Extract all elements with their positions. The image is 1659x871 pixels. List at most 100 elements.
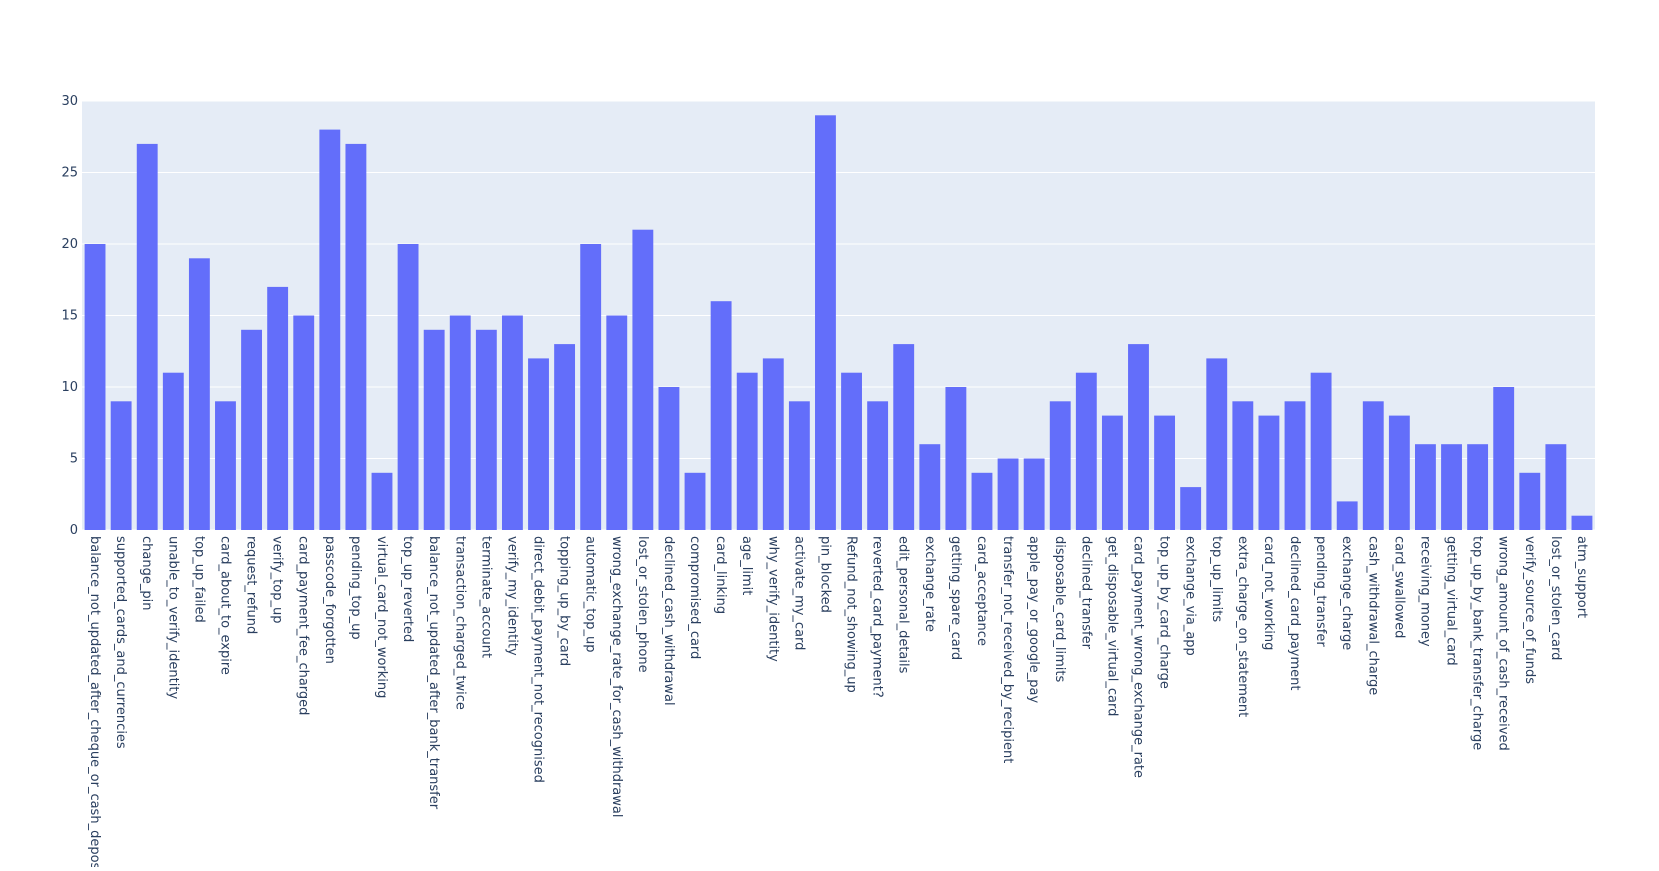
bar: [762, 358, 784, 530]
x-tick-label: lost_or_stolen_phone: [635, 536, 650, 673]
bar: [893, 344, 915, 530]
x-tick-label: balance_not_updated_after_cheque_or_cash…: [87, 536, 102, 867]
x-tick-label: direct_debit_payment_not_recognised: [531, 536, 546, 783]
bar: [1467, 444, 1489, 530]
bar: [788, 401, 810, 530]
x-tick-label: age_limit: [739, 536, 754, 595]
bar: [710, 301, 732, 530]
bar: [188, 258, 210, 530]
bar: [1154, 415, 1176, 530]
x-tick-label: apple_pay_or_google_pay: [1026, 536, 1041, 704]
bar: [919, 444, 941, 530]
bar: [136, 143, 158, 530]
y-tick-label: 5: [70, 452, 78, 467]
bar: [1101, 415, 1123, 530]
y-tick-label: 15: [61, 309, 78, 324]
x-tick-label: top_up_failed: [191, 536, 206, 623]
bar: [1441, 444, 1462, 530]
bar: [632, 229, 654, 530]
bar: [1362, 401, 1384, 530]
x-tick-label: supported_cards_and_currencies: [113, 536, 128, 749]
x-tick-label: getting_virtual_card: [1444, 536, 1459, 666]
x-tick-label: getting_spare_card: [948, 536, 963, 660]
bar: [1571, 515, 1593, 530]
bar: [319, 129, 341, 530]
y-tick-label: 30: [61, 94, 78, 109]
y-tick-label: 20: [61, 237, 78, 252]
bar: [1493, 387, 1515, 530]
x-tick-label: compromised_card: [687, 536, 702, 659]
bar: [1206, 358, 1228, 530]
x-tick-label: automatic_top_up: [583, 536, 598, 653]
x-tick-label: verify_my_identity: [504, 536, 519, 656]
x-tick-label: declined_card_payment: [1287, 536, 1302, 691]
bar: [1545, 444, 1567, 530]
x-tick-label: card_linking: [713, 536, 728, 614]
bar: [997, 458, 1019, 530]
bar: [267, 286, 289, 530]
x-tick-label: wrong_amount_of_cash_received: [1496, 536, 1511, 751]
x-tick-label: transfer_not_received_by_recipient: [1000, 536, 1015, 763]
x-tick-label: lost_or_stolen_card: [1548, 536, 1563, 660]
bar: [501, 315, 523, 530]
x-tick-label: card_payment_wrong_exchange_rate: [1130, 536, 1145, 778]
bar: [580, 244, 602, 530]
x-tick-label: card_acceptance: [974, 536, 989, 646]
x-tick-label: exchange_rate: [922, 536, 937, 632]
bar: [84, 244, 106, 530]
bar: [1258, 415, 1280, 530]
bar: [1180, 487, 1202, 530]
bar: [658, 387, 680, 530]
x-tick-label: change_pin: [139, 536, 154, 610]
x-tick-label: top_up_reverted: [400, 536, 415, 642]
x-tick-label: exchange_via_app: [1183, 536, 1198, 656]
x-tick-label: verify_top_up: [270, 536, 285, 623]
x-tick-label: transaction_charged_twice: [452, 536, 467, 710]
bar: [815, 115, 836, 531]
bar: [397, 244, 419, 530]
x-tick-label: unable_to_verify_identity: [165, 536, 180, 699]
bar: [110, 401, 132, 530]
bar: [554, 344, 576, 530]
bar: [736, 372, 758, 530]
x-tick-label: declined_transfer: [1078, 536, 1093, 650]
y-tick-label: 0: [70, 523, 78, 538]
bar: [1128, 344, 1149, 530]
x-tick-label: virtual_card_not_working: [374, 536, 389, 698]
bar: [528, 358, 549, 530]
x-tick-label: passcode_forgotten: [322, 536, 337, 664]
x-tick-label: card_about_to_expire: [217, 536, 232, 675]
y-tick-label: 10: [61, 380, 78, 395]
x-tick-label: verify_source_of_funds: [1522, 536, 1537, 684]
bar: [475, 329, 497, 530]
bar: [371, 472, 393, 530]
x-tick-label: activate_my_card: [791, 536, 806, 650]
x-tick-label: Refund_not_showing_up: [844, 536, 859, 693]
bar: [841, 372, 862, 530]
x-tick-label: wrong_exchange_rate_for_cash_withdrawal: [609, 536, 624, 817]
x-tick-label: disposable_card_limits: [1052, 536, 1067, 683]
bar: [215, 401, 236, 530]
bar: [1232, 401, 1254, 530]
x-tick-label: card_not_working: [1261, 536, 1276, 650]
x-tick-label: pending_transfer: [1313, 536, 1328, 647]
x-tick-label: request_refund: [244, 536, 259, 634]
bar: [684, 472, 706, 530]
bar: [945, 387, 967, 530]
bar: [293, 315, 315, 530]
x-tick-label: receiving_money: [1417, 536, 1432, 647]
x-tick-label: card_swallowed: [1391, 536, 1406, 638]
x-tick-label: exchange_charge: [1339, 536, 1354, 650]
bar: [345, 143, 367, 530]
x-tick-label: pin_blocked: [817, 536, 832, 613]
bar: [1336, 501, 1358, 530]
bar: [423, 329, 445, 530]
x-tick-label: cash_withdrawal_charge: [1365, 536, 1380, 695]
x-tick-label: reverted_card_payment?: [870, 536, 885, 698]
x-tick-label: edit_personal_details: [896, 536, 911, 674]
x-tick-label: card_payment_fee_charged: [296, 536, 311, 715]
bar: [606, 315, 628, 530]
bar: [1415, 444, 1436, 530]
bar: [1075, 372, 1097, 530]
